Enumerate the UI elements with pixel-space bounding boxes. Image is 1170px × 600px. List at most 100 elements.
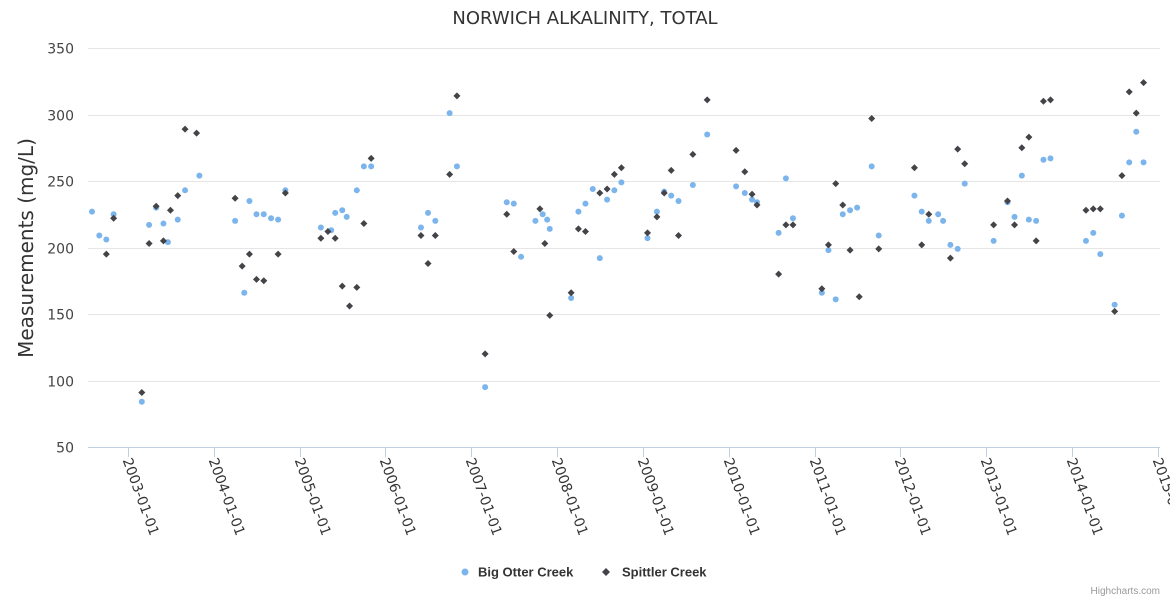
data-point[interactable] — [581, 228, 589, 236]
data-point[interactable] — [568, 295, 575, 302]
data-point[interactable] — [353, 187, 360, 194]
data-point[interactable] — [338, 282, 346, 290]
data-point[interactable] — [1089, 205, 1097, 213]
data-point[interactable] — [782, 221, 790, 229]
data-point[interactable] — [145, 240, 153, 248]
data-point[interactable] — [910, 164, 918, 172]
data-point[interactable] — [481, 350, 489, 358]
data-point[interactable] — [274, 250, 282, 258]
data-point[interactable] — [1011, 213, 1018, 220]
data-point[interactable] — [503, 199, 510, 206]
data-point[interactable] — [1133, 128, 1140, 135]
data-point[interactable] — [159, 237, 167, 245]
data-point[interactable] — [532, 217, 539, 224]
data-point[interactable] — [1039, 97, 1047, 105]
data-point[interactable] — [990, 221, 998, 229]
data-point[interactable] — [431, 232, 439, 240]
data-point[interactable] — [317, 224, 324, 231]
data-point[interactable] — [424, 259, 432, 267]
data-point[interactable] — [1096, 205, 1104, 213]
data-point[interactable] — [839, 211, 846, 218]
data-point[interactable] — [925, 210, 933, 218]
data-point[interactable] — [1118, 172, 1126, 180]
data-point[interactable] — [417, 224, 424, 231]
data-point[interactable] — [644, 235, 651, 242]
data-point[interactable] — [954, 145, 962, 153]
data-point[interactable] — [231, 194, 239, 202]
data-point[interactable] — [417, 232, 425, 240]
data-point[interactable] — [875, 245, 883, 253]
data-point[interactable] — [610, 170, 618, 178]
data-point[interactable] — [855, 293, 863, 301]
data-point[interactable] — [911, 192, 918, 199]
data-point[interactable] — [241, 289, 248, 296]
data-point[interactable] — [544, 216, 551, 223]
data-point[interactable] — [789, 221, 797, 229]
data-point[interactable] — [110, 211, 117, 218]
data-point[interactable] — [582, 200, 589, 207]
data-point[interactable] — [689, 181, 696, 188]
data-point[interactable] — [252, 275, 260, 283]
data-point[interactable] — [818, 289, 825, 296]
data-point[interactable] — [918, 241, 926, 249]
data-point[interactable] — [1126, 159, 1133, 166]
data-point[interactable] — [660, 189, 668, 197]
data-point[interactable] — [1140, 79, 1148, 87]
data-point[interactable] — [689, 150, 697, 158]
data-point[interactable] — [653, 208, 660, 215]
data-point[interactable] — [604, 196, 611, 203]
data-point[interactable] — [174, 192, 182, 200]
data-point[interactable] — [1082, 237, 1089, 244]
data-point[interactable] — [940, 217, 947, 224]
data-point[interactable] — [343, 213, 350, 220]
data-point[interactable] — [193, 129, 201, 137]
data-point[interactable] — [1046, 96, 1054, 104]
data-point[interactable] — [818, 285, 826, 293]
data-point[interactable] — [546, 311, 554, 319]
data-point[interactable] — [103, 236, 110, 243]
data-point[interactable] — [346, 302, 354, 310]
data-point[interactable] — [824, 241, 832, 249]
data-point[interactable] — [510, 247, 518, 255]
data-point[interactable] — [617, 164, 625, 172]
data-point[interactable] — [446, 170, 454, 178]
data-point[interactable] — [775, 270, 783, 278]
data-point[interactable] — [703, 96, 711, 104]
data-point[interactable] — [1018, 172, 1025, 179]
data-point[interactable] — [232, 217, 239, 224]
data-point[interactable] — [954, 245, 961, 252]
data-point[interactable] — [574, 225, 582, 233]
data-point[interactable] — [96, 232, 103, 239]
data-point[interactable] — [152, 202, 160, 210]
data-point[interactable] — [618, 179, 625, 186]
data-point[interactable] — [539, 211, 546, 218]
data-point[interactable] — [260, 277, 268, 285]
legend-item-spittler-creek[interactable]: Spittler Creek — [602, 565, 707, 580]
legend-item-big-otter-creek[interactable]: Big Otter Creek — [461, 565, 575, 580]
data-point[interactable] — [753, 201, 761, 209]
data-point[interactable] — [1018, 144, 1026, 152]
data-point[interactable] — [1111, 307, 1119, 315]
data-point[interactable] — [317, 234, 325, 242]
data-point[interactable] — [733, 183, 740, 190]
data-point[interactable] — [181, 125, 189, 133]
data-point[interactable] — [110, 214, 118, 222]
data-point[interactable] — [536, 205, 544, 213]
data-point[interactable] — [324, 228, 332, 236]
data-point[interactable] — [260, 211, 267, 218]
data-point[interactable] — [367, 154, 375, 162]
data-point[interactable] — [846, 246, 854, 254]
data-point[interactable] — [935, 211, 942, 218]
data-point[interactable] — [446, 110, 453, 117]
data-point[interactable] — [567, 289, 575, 297]
data-point[interactable] — [166, 206, 174, 214]
data-point[interactable] — [541, 240, 549, 248]
data-point[interactable] — [353, 283, 361, 291]
data-point[interactable] — [332, 209, 339, 216]
data-point[interactable] — [1025, 216, 1032, 223]
data-point[interactable] — [88, 208, 95, 215]
data-point[interactable] — [667, 166, 675, 174]
data-point[interactable] — [1097, 251, 1104, 258]
data-point[interactable] — [775, 229, 782, 236]
data-point[interactable] — [732, 146, 740, 154]
